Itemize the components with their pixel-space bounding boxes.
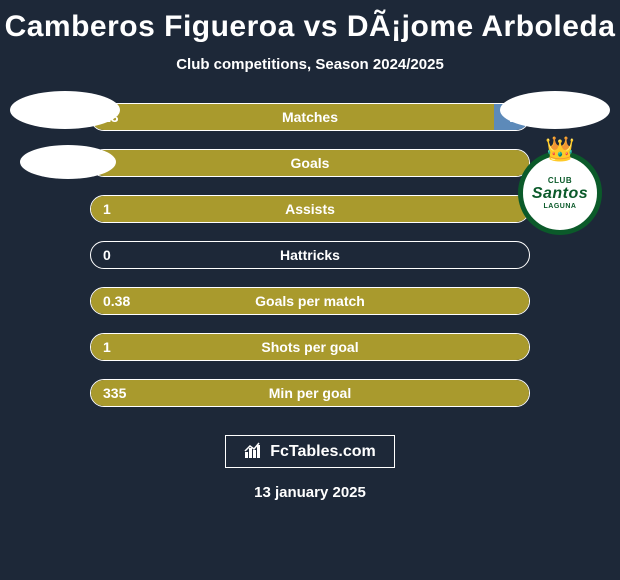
stat-label: Min per goal: [91, 385, 529, 401]
date-text: 13 january 2025: [254, 484, 366, 501]
stat-label: Goals per match: [91, 293, 529, 309]
stats-area: 👑 CLUB Santos LAGUNA 13Matches15Goals1As…: [0, 103, 620, 407]
content-wrapper: Camberos Figueroa vs DÃ¡jome Arboleda Cl…: [0, 0, 620, 580]
stat-label: Hattricks: [91, 247, 529, 263]
stat-label: Shots per goal: [91, 339, 529, 355]
stat-row: 5Goals: [90, 149, 530, 177]
stat-row: 1Assists: [90, 195, 530, 223]
stat-row: 13Matches1: [90, 103, 530, 131]
crown-icon: 👑: [545, 138, 575, 162]
stat-label: Goals: [91, 155, 529, 171]
stat-label: Matches: [91, 109, 529, 125]
stat-label: Assists: [91, 201, 529, 217]
stat-row: 0Hattricks: [90, 241, 530, 269]
stat-row: 335Min per goal: [90, 379, 530, 407]
santos-text-club: CLUB: [548, 176, 572, 185]
chart-icon: [244, 442, 264, 461]
santos-text-main: Santos: [532, 185, 588, 203]
stat-row: 1Shots per goal: [90, 333, 530, 361]
subtitle: Club competitions, Season 2024/2025: [176, 56, 444, 73]
stat-value-right: 1: [509, 109, 517, 125]
club-logo-santos: 👑 CLUB Santos LAGUNA: [518, 151, 602, 235]
santos-text-sub: LAGUNA: [544, 203, 577, 210]
brand-box[interactable]: FcTables.com: [225, 435, 395, 468]
santos-badge: 👑 CLUB Santos LAGUNA: [518, 151, 602, 235]
stat-row: 0.38Goals per match: [90, 287, 530, 315]
brand-text: FcTables.com: [270, 443, 376, 461]
page-title: Camberos Figueroa vs DÃ¡jome Arboleda: [5, 10, 616, 44]
